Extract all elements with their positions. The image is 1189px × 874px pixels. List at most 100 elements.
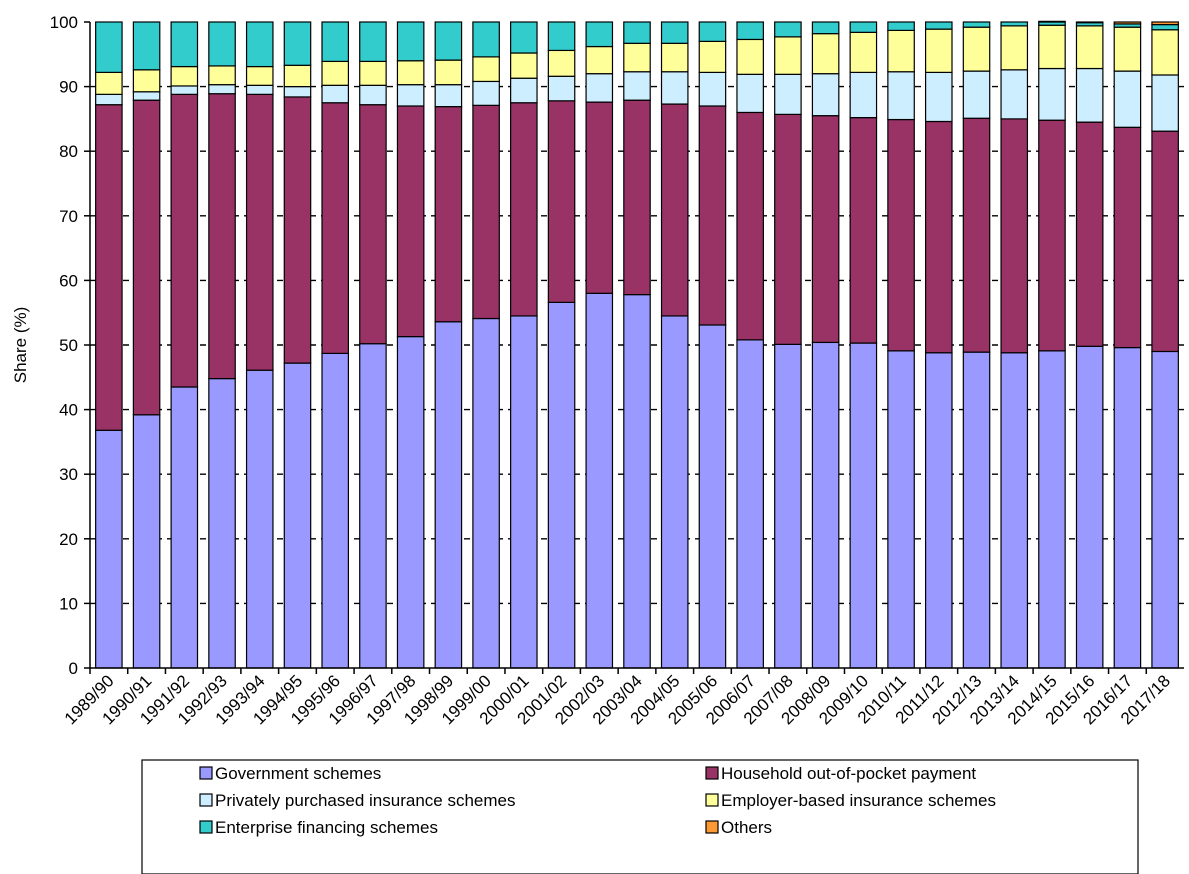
- bar-segment-3-14: [585, 73, 614, 103]
- legend: Government schemes Household out-of-pocke…: [141, 759, 1139, 874]
- bar-segment-3-4: [208, 84, 236, 95]
- bar-segment-2-7: [321, 102, 350, 354]
- bar-segment-1-12: [510, 315, 538, 669]
- bar-segment-2-1: [95, 104, 123, 431]
- bar-segment-4-21: [849, 31, 878, 73]
- bar-segment-1-28: [1113, 346, 1142, 669]
- bar-segment-3-15: [623, 71, 651, 101]
- bar-segment-5-10: [434, 21, 463, 61]
- legend-swatch: [705, 766, 719, 780]
- bar-segment-4-6: [283, 64, 312, 88]
- bar-segment-3-11: [472, 80, 500, 106]
- bar-segment-3-16: [660, 71, 689, 105]
- bar-segment-3-28: [1113, 70, 1142, 128]
- bar-segment-2-11: [472, 104, 500, 320]
- bar-segment-3-12: [510, 77, 538, 104]
- bar-segment-5-29: [1151, 23, 1179, 31]
- legend-label: Household out-of-pocket payment: [721, 764, 976, 783]
- bar-segment-2-16: [660, 103, 689, 317]
- bar-segment-2-10: [434, 106, 463, 323]
- bar-segment-5-3: [170, 21, 199, 68]
- bar-segment-1-24: [962, 351, 991, 669]
- y-tick-label: 0: [69, 659, 78, 678]
- bar-segment-4-5: [245, 65, 274, 86]
- bar-segment-1-27: [1075, 345, 1104, 669]
- bar-segment-5-18: [736, 21, 764, 41]
- bar-segment-5-2: [132, 21, 161, 71]
- bar-segment-1-23: [924, 352, 953, 669]
- y-tick-label: 30: [59, 465, 78, 484]
- bar-segment-3-10: [434, 84, 463, 108]
- bar-segment-4-17: [698, 40, 727, 73]
- bar-segment-2-19: [774, 113, 802, 345]
- bar-segment-2-9: [396, 105, 425, 338]
- legend-label: Employer-based insurance schemes: [721, 791, 996, 810]
- bar-segment-4-20: [811, 33, 840, 75]
- y-tick-label: 50: [59, 336, 78, 355]
- bar-segment-2-24: [962, 117, 991, 353]
- legend-label: Others: [721, 818, 772, 837]
- bar-segment-3-3: [170, 85, 199, 95]
- bar-segment-5-24: [962, 21, 991, 28]
- bar-segment-3-1: [95, 93, 123, 106]
- y-tick-label: 10: [59, 594, 78, 613]
- bar-segment-4-14: [585, 45, 614, 75]
- bar-segment-4-16: [660, 42, 689, 73]
- bar-segment-1-8: [359, 343, 387, 669]
- bar-segment-3-22: [887, 71, 915, 121]
- legend-label: Privately purchased insurance schemes: [215, 791, 515, 810]
- bar-segment-4-12: [510, 52, 538, 79]
- bar-segment-4-18: [736, 38, 764, 75]
- bar-segment-2-6: [283, 96, 312, 364]
- bar-segment-6-27: [1075, 21, 1104, 24]
- bar-segment-2-8: [359, 104, 387, 345]
- bar-segment-5-23: [924, 21, 953, 30]
- y-tick-label: 90: [59, 78, 78, 97]
- bar-segment-4-1: [95, 71, 123, 95]
- bar-segment-3-6: [283, 85, 312, 98]
- bar-segment-1-18: [736, 339, 764, 669]
- bar-segment-1-6: [283, 362, 312, 669]
- bar-segment-2-28: [1113, 126, 1142, 349]
- bar-segment-4-26: [1038, 24, 1066, 70]
- bar-segment-3-29: [1151, 74, 1179, 132]
- y-tick-label: 80: [59, 142, 78, 161]
- legend-label: Government schemes: [215, 764, 381, 783]
- bar-segment-4-28: [1113, 26, 1142, 72]
- bar-segment-2-17: [698, 105, 727, 326]
- bar-segment-1-3: [170, 386, 199, 669]
- bar-segment-4-13: [547, 49, 576, 77]
- bar-segment-1-17: [698, 324, 727, 669]
- bar-segment-6-28: [1113, 21, 1142, 25]
- legend-swatch: [199, 766, 213, 780]
- bar-segment-2-22: [887, 118, 915, 352]
- bar-segment-1-11: [472, 317, 500, 669]
- bar-segment-2-14: [585, 101, 614, 294]
- legend-swatch: [705, 820, 719, 834]
- bar-segment-3-9: [396, 84, 425, 107]
- legend-swatch: [199, 820, 213, 834]
- bar-segment-3-27: [1075, 67, 1104, 123]
- bar-segment-4-23: [924, 28, 953, 73]
- bar-segment-6-26: [1038, 20, 1066, 23]
- bar-segment-1-21: [849, 342, 878, 669]
- bar-segment-4-11: [472, 56, 500, 83]
- bar-segment-4-2: [132, 69, 161, 93]
- y-axis-ticks: 0 10 20 30 40 50 60 70 80 90 100: [50, 13, 90, 678]
- bar-segment-5-1: [95, 21, 123, 73]
- bar-segment-2-23: [924, 120, 953, 354]
- bar-segment-2-12: [510, 102, 538, 317]
- bar-segment-4-22: [887, 29, 915, 73]
- bar-segment-3-19: [774, 73, 802, 115]
- bar-segment-3-18: [736, 73, 764, 114]
- bar-segment-5-5: [245, 21, 274, 68]
- y-axis-title: Share (%): [11, 307, 30, 384]
- bar-segment-3-17: [698, 71, 727, 107]
- bar-segment-1-15: [623, 294, 651, 669]
- bar-segment-1-1: [95, 429, 123, 669]
- bar-segment-3-23: [924, 71, 953, 123]
- bar-segment-5-7: [321, 21, 350, 63]
- bar-segment-5-19: [774, 21, 802, 38]
- y-tick-label: 60: [59, 271, 78, 290]
